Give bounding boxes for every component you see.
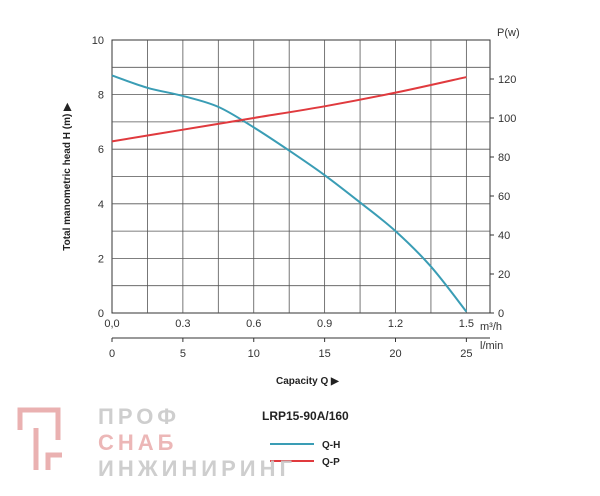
y-left-tick-label: 6: [98, 144, 104, 156]
x-bottom-tick-label: 0: [109, 348, 115, 360]
x-bottom-ticks: 0 5 10 15 20 25: [109, 338, 473, 360]
x-top-tick-label: 0.6: [246, 318, 261, 330]
x-bottom-tick-label: 15: [319, 348, 331, 360]
x-axis-title: Capacity Q ▶: [276, 376, 340, 387]
y-right-tick-label: 60: [498, 191, 510, 203]
x-top-tick-label: 0.3: [175, 318, 190, 330]
x-top-tick-label: 1.5: [459, 318, 474, 330]
logo-mark: [17, 407, 62, 470]
legend-qh-label: Q-H: [322, 440, 340, 451]
watermark-line1: ПРОФ: [98, 404, 180, 429]
y-right-tick-label: 20: [498, 269, 510, 281]
y-right-tick-label: 80: [498, 152, 510, 164]
x-bottom-tick-label: 20: [389, 348, 401, 360]
x-bottom-tick-label: 5: [180, 348, 186, 360]
x-top-ticks: 0,0 0.3 0.6 0.9 1.2 1.5: [104, 318, 474, 330]
x-top-tick-label: 0.9: [317, 318, 332, 330]
y-right-tick-label: 40: [498, 230, 510, 242]
y-left-tick-label: 10: [92, 35, 104, 47]
watermark-logo: ПРОФ СНАБ ИНЖИНИРИНГ: [17, 404, 296, 481]
legend-qp-label: Q-P: [322, 457, 340, 468]
y-axis-title: Total manometric head H (m) ▶: [62, 102, 73, 251]
y-right-ticks: 0 20 40 60 80 100 120: [490, 74, 516, 320]
series-line-q-h: [111, 74, 468, 313]
x-bottom-tick-label: 25: [460, 348, 472, 360]
x-top-unit: m³/h: [480, 321, 502, 333]
right-axis-unit: P(w): [497, 27, 520, 39]
x-top-tick-label: 0,0: [104, 318, 119, 330]
y-right-tick-label: 0: [498, 308, 504, 320]
y-left-tick-label: 0: [98, 308, 104, 320]
y-left-tick-label: 4: [98, 199, 104, 211]
y-left-tick-label: 2: [98, 253, 104, 265]
y-left-tick-label: 8: [98, 90, 104, 102]
y-right-tick-label: 100: [498, 113, 516, 125]
y-right-tick-label: 120: [498, 74, 516, 86]
watermark-line3: ИНЖИНИРИНГ: [98, 456, 296, 481]
model-label: LRP15-90A/160: [262, 409, 349, 423]
watermark-line2: СНАБ: [98, 430, 177, 455]
x-bottom-tick-label: 10: [248, 348, 260, 360]
x-top-tick-label: 1.2: [388, 318, 403, 330]
series-line-q-p: [111, 76, 467, 143]
series-lines: [111, 74, 468, 313]
x-bottom-unit: l/min: [480, 340, 503, 352]
y-left-ticks: 0 2 4 6 8 10: [92, 35, 104, 320]
